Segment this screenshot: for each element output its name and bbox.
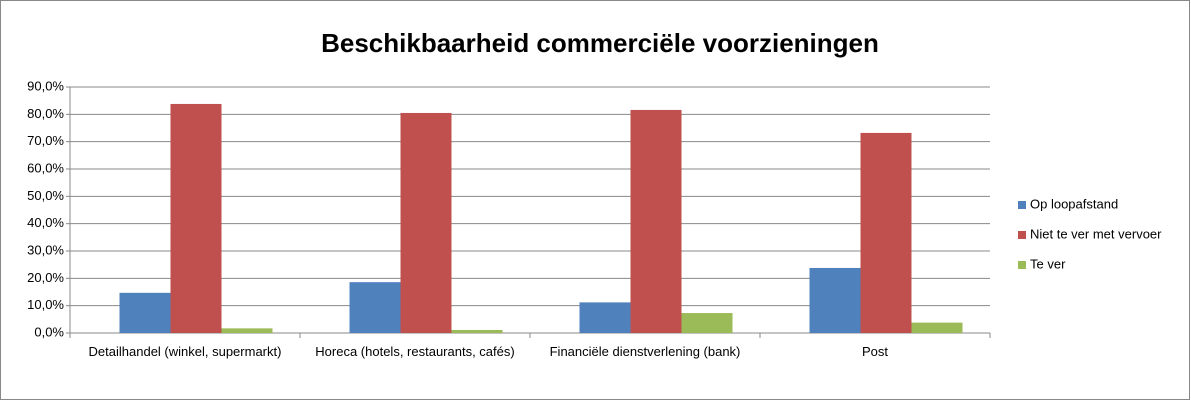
y-tick-label: 60,0% [27,160,64,175]
y-tick-label: 0,0% [34,324,64,339]
y-tick-label: 30,0% [27,242,64,257]
bar [349,282,401,333]
x-tick-label: Post [861,344,888,359]
bar [630,109,682,334]
y-tick-label: 80,0% [27,106,64,121]
y-tick-label: 90,0% [27,78,64,93]
bar [170,103,222,334]
legend-swatch [1018,261,1026,269]
bar [809,267,861,333]
bar [860,132,912,333]
chart-title: Beschikbaarheid commerciële voorzieninge… [321,28,879,58]
bar [400,112,452,333]
bar [911,322,963,333]
legend-label: Te ver [1030,256,1066,271]
bar [579,302,631,333]
x-tick-label: Detailhandel (winkel, supermarkt) [88,344,282,359]
x-tick-label: Financiële dienstverlening (bank) [549,344,741,359]
y-tick-label: 50,0% [27,188,64,203]
legend-swatch [1018,201,1026,209]
legend-label: Op loopafstand [1030,196,1118,211]
legend-swatch [1018,231,1026,239]
x-tick-label: Horeca (hotels, restaurants, cafés) [315,344,515,359]
legend-label: Niet te ver met vervoer [1030,226,1162,241]
bar [451,329,503,333]
y-tick-label: 10,0% [27,297,64,312]
y-tick-label: 70,0% [27,133,64,148]
bar [119,292,171,333]
bar [681,313,733,333]
y-tick-label: 40,0% [27,215,64,230]
y-tick-label: 20,0% [27,270,64,285]
bar [221,328,273,333]
